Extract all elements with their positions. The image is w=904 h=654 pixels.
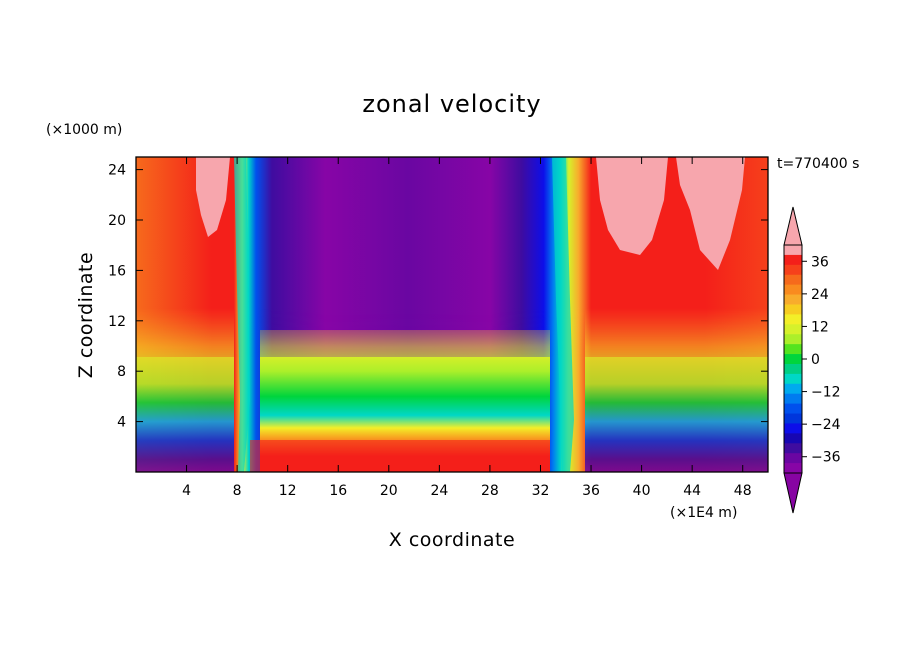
colorbar-segment <box>784 363 802 375</box>
x-tick-label: 8 <box>233 483 242 499</box>
pink-core-right-1 <box>596 157 668 255</box>
x-tick-label: 4 <box>182 483 191 499</box>
colorbar-segment <box>784 443 802 454</box>
x-tick-label: 16 <box>329 483 347 499</box>
colorbar-segment <box>784 413 802 424</box>
colorbar-segment <box>784 393 802 405</box>
colorbar-segment <box>784 463 802 474</box>
colorbar-tick-label: 12 <box>811 319 829 335</box>
colorbar-tick-label: 36 <box>811 254 829 270</box>
colorbar-segment <box>784 274 802 286</box>
colorbar-segment <box>784 354 802 365</box>
colorbar-segment <box>784 344 802 355</box>
pink-core-left <box>196 157 230 237</box>
pink-core-right-2 <box>676 157 745 270</box>
colorbar-tick-label: 0 <box>811 352 820 368</box>
y-tick-label: 8 <box>117 364 126 380</box>
heatmap-field <box>136 157 768 472</box>
x-axis-label: X coordinate <box>389 529 515 551</box>
y-unit-label: (×1000 m) <box>46 122 122 138</box>
y-tick-label: 12 <box>108 314 126 330</box>
colorbar-segment <box>784 264 802 276</box>
x-tick-label: 32 <box>532 483 550 499</box>
colorbar-segment <box>784 373 802 385</box>
jet-right <box>552 157 574 472</box>
colorbar-segment <box>784 433 802 444</box>
colorbar-tick-label: −24 <box>811 417 841 433</box>
y-tick-label: 16 <box>108 263 126 279</box>
colorbar: 36 24 12 0 −12 −24 −36 <box>783 206 841 514</box>
x-axis: 4 8 12 16 20 24 28 32 36 40 44 48 <box>182 157 752 499</box>
colorbar-segment <box>784 254 802 266</box>
colorbar-segment <box>784 314 802 325</box>
colorbar-tick-label: −36 <box>811 450 841 466</box>
colorbar-segment <box>784 284 802 295</box>
x-tick-label: 40 <box>633 483 651 499</box>
x-tick-label: 36 <box>582 483 600 499</box>
x-unit-label: (×1E4 m) <box>670 505 737 521</box>
jet-left <box>234 157 250 472</box>
colorbar-tick-label: −12 <box>811 385 841 401</box>
colorbar-segment <box>784 294 802 305</box>
chart-title: zonal velocity <box>362 90 541 118</box>
x-tick-label: 44 <box>683 483 701 499</box>
field-upper-restore <box>136 157 768 357</box>
x-tick-label: 24 <box>430 483 448 499</box>
colorbar-over-arrow <box>783 206 803 246</box>
surface-band <box>250 440 550 472</box>
colorbar-segment <box>784 324 802 335</box>
x-tick-label: 20 <box>380 483 398 499</box>
colorbar-segment <box>784 453 802 464</box>
colorbar-segment <box>784 403 802 414</box>
x-tick-label: 48 <box>734 483 752 499</box>
time-label: t=770400 s <box>777 156 859 172</box>
plot-frame <box>135 156 769 473</box>
y-tick-label: 24 <box>108 163 126 179</box>
colorbar-segment <box>784 334 802 345</box>
colorbar-segment <box>784 423 802 434</box>
y-tick-label: 4 <box>117 415 126 431</box>
colorbar-segment <box>784 304 802 315</box>
colorbar-under-arrow <box>783 472 803 514</box>
x-tick-label: 28 <box>481 483 499 499</box>
x-tick-label: 12 <box>279 483 297 499</box>
colorbar-segment <box>784 245 802 256</box>
y-axis: 4 8 12 16 20 24 <box>108 163 768 431</box>
y-axis-label: Z coordinate <box>75 252 97 378</box>
colorbar-segment <box>784 383 802 395</box>
colorbar-tick-label: 24 <box>811 287 829 303</box>
y-tick-label: 20 <box>108 213 126 229</box>
